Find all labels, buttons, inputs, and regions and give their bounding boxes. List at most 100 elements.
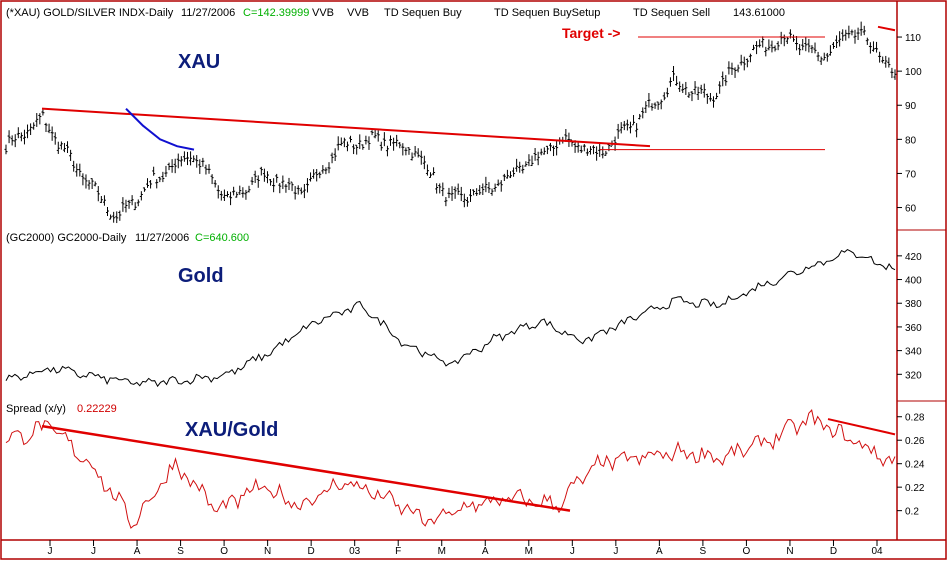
price-bar [693,81,697,95]
xau-date: 11/27/2006 [181,7,235,19]
price-bar [816,51,820,62]
y-tick-label: 0.2 [905,507,919,518]
x-tick-label: F [395,546,401,557]
price-bar [604,150,608,156]
price-bar [275,173,279,183]
price-bar [422,155,426,170]
price-bar [419,150,423,165]
price-bar [404,147,408,156]
xau-indicator-sequen-buy: TD Sequen Buy [384,7,462,19]
y-tick-label: 0.26 [905,436,925,447]
price-bar [112,211,116,223]
price-bar [127,199,131,209]
price-bar [450,186,454,201]
price-bar [859,21,863,36]
price-bar [84,174,88,189]
price-bar [785,36,789,44]
price-bar [542,147,546,155]
price-bar [767,39,771,51]
price-bar [681,83,685,93]
price-bar [502,173,506,182]
price-bar [161,171,165,183]
price-bar [733,67,737,78]
price-bar [278,182,282,194]
price-bar [155,179,159,189]
price-bar [66,141,70,153]
price-bar [496,179,500,187]
price-bar [739,54,743,66]
price-bar [425,164,429,176]
price-bar [505,169,509,179]
price-bar [358,134,362,150]
price-bar [585,148,589,156]
price-bar [844,29,848,41]
price-bar [484,176,488,193]
price-bar [475,188,479,196]
price-bar [256,175,260,188]
price-bar [499,180,503,192]
ratio-trendline [41,424,571,512]
price-bar [512,167,516,177]
price-bar [690,91,694,102]
price-bar [364,135,368,145]
price-bar [893,69,897,80]
spread-label: Spread (x/y) [6,403,66,415]
y-tick-label: 0.24 [905,460,925,471]
price-bar [47,123,51,134]
price-bar [312,169,316,179]
price-bar [444,197,448,207]
price-bar [453,186,457,199]
spread-value: 0.22229 [77,403,117,415]
price-bar [398,141,402,149]
price-bar [447,187,451,199]
x-tick-label: 03 [349,546,361,557]
ratio-title: XAU/Gold [185,419,278,441]
price-bar [10,135,14,146]
price-bar [139,191,143,201]
price-bar [708,92,712,102]
price-bar [192,155,196,163]
price-bar [776,41,780,51]
y-tick-label: 100 [905,67,922,78]
price-bar [835,35,839,48]
price-bar [665,87,669,98]
price-bar [13,134,17,148]
price-bar [229,191,233,206]
price-bar [225,191,229,198]
price-bar [641,107,645,119]
y-tick-label: 80 [905,135,917,146]
price-bar [102,195,106,206]
xau-indicator-vvb-2: VVB [347,7,369,19]
price-bar [72,160,76,172]
xau-top-trendline [877,25,896,32]
price-bar [78,163,82,177]
price-bar [210,174,214,185]
price-bar [795,36,799,51]
price-bar [182,151,186,162]
price-bar [588,146,592,155]
x-tick-label: J [570,546,575,557]
price-bar [93,181,97,187]
price-bar [838,31,842,47]
price-bar [727,61,731,75]
price-bar [736,64,740,73]
price-bar [269,179,273,186]
price-bar [441,182,445,197]
price-bar [173,158,177,174]
price-bar [4,144,8,155]
price-bar [146,178,150,188]
price-bar [87,179,91,190]
price-bar [382,132,386,147]
price-bar [841,29,845,42]
y-tick-label: 340 [905,347,922,358]
price-bar [336,136,340,151]
price-bar [204,164,208,175]
price-bar [438,183,442,194]
price-bar [352,144,356,155]
price-bar [515,158,519,172]
price-bar [232,186,236,196]
price-bar [379,141,383,151]
price-bar [309,172,313,182]
price-bar [219,190,223,201]
